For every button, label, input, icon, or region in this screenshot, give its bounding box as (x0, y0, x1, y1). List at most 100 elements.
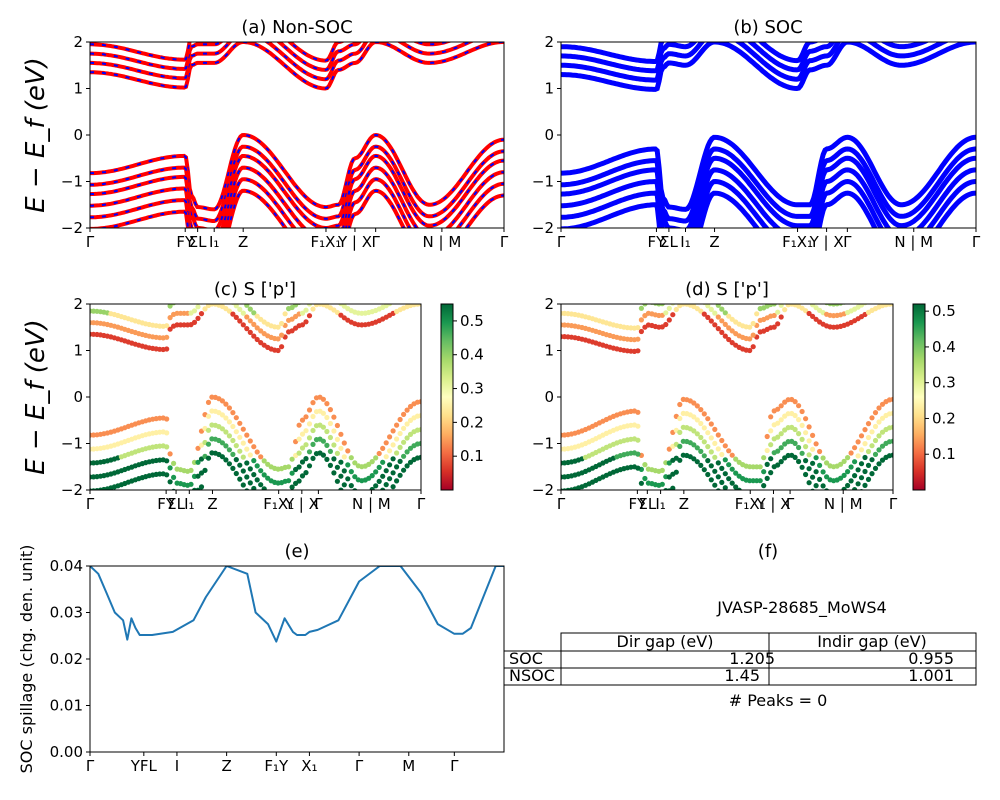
scatter-point (418, 454, 421, 460)
ytick-label: 0.04 (50, 557, 83, 575)
scatter-point (247, 329, 253, 335)
scatter-point (890, 278, 895, 283)
scatter-point (635, 325, 641, 331)
scatter-point (806, 452, 812, 458)
scatter-point (223, 457, 229, 463)
xtick-label: ΣL (660, 233, 678, 251)
scatter-point (733, 512, 738, 517)
scatter-point (167, 479, 173, 485)
scatter-point (761, 455, 767, 461)
ylabel-row2: E − E_f (eV) (21, 319, 51, 475)
scatter-point (775, 298, 780, 303)
scatter-point (754, 311, 760, 317)
panel-c-scatter (90, 279, 421, 530)
scatter-point (740, 518, 745, 523)
scatter-point (705, 444, 711, 450)
scatter-point (303, 414, 309, 420)
band-line-dash (90, 133, 504, 211)
scatter-point (726, 336, 732, 343)
scatter-point (251, 444, 257, 450)
panel-e-xticks: Γ YFL I Z F₁Y X₁ Γ M Γ (86, 752, 459, 775)
band-line (561, 134, 976, 212)
scatter-point (404, 463, 410, 469)
scatter-point (401, 453, 407, 459)
scatter-point (408, 291, 413, 296)
ytick-label: 0 (73, 388, 83, 406)
scatter-point (314, 291, 319, 296)
scatter-point (338, 289, 343, 294)
scatter-point (810, 432, 816, 438)
scatter-point (391, 288, 396, 293)
colorbar-tick-label: 0.5 (460, 312, 484, 330)
scatter-point (778, 417, 784, 423)
scatter-point (244, 460, 250, 466)
xtick-label: F₁X₁ (263, 495, 294, 513)
scatter-point (782, 284, 787, 289)
scatter-point (862, 454, 868, 461)
scatter-point (820, 455, 826, 461)
scatter-point (251, 485, 257, 490)
scatter-point (729, 316, 735, 322)
scatter-point (324, 280, 329, 285)
scatter-point (387, 290, 392, 295)
scatter-point (879, 415, 886, 421)
scatter-point (750, 320, 756, 327)
scatter-point (635, 409, 641, 415)
scatter-point (806, 466, 812, 472)
scatter-point (670, 289, 675, 294)
scatter-point (841, 458, 847, 464)
scatter-point (817, 448, 823, 455)
scatter-point (824, 460, 830, 466)
xtick-label: FY (648, 233, 667, 251)
scatter-point (373, 455, 379, 461)
scatter-point (820, 483, 826, 489)
scatter-point (405, 293, 410, 298)
xtick-label: Y | X (755, 495, 790, 513)
scatter-point (164, 416, 170, 422)
scatter-point (792, 426, 798, 433)
xtick-label: F₁X₁ (735, 495, 766, 513)
scatter-point (254, 336, 260, 343)
xtick-label: Γ (314, 495, 323, 513)
scatter-point (240, 468, 246, 474)
scatter-point (408, 280, 413, 285)
panel-c-yticks: 2 1 0 −1 −2 (61, 295, 90, 499)
scatter-point (331, 442, 337, 448)
scatter-point (649, 523, 654, 528)
ytick-label: 1 (73, 342, 83, 360)
xtick-label: Z (238, 233, 248, 251)
scatter-point (205, 399, 212, 405)
scatter-point (363, 519, 368, 524)
scatter-point (848, 464, 854, 470)
ytick-label: −2 (61, 481, 83, 499)
xtick-label: FY (157, 495, 176, 513)
scatter-point (715, 488, 721, 490)
scatter-point (331, 296, 336, 301)
scatter-point (345, 448, 351, 454)
scatter-point (334, 309, 340, 316)
scatter-point (341, 440, 347, 446)
panel-d-yticks: 2 1 0 −1 −2 (532, 295, 561, 499)
scatter-point (635, 465, 641, 471)
scatter-point (852, 459, 858, 465)
scatter-point (314, 279, 319, 284)
xtick-label: Γ (86, 495, 95, 513)
scatter-point (879, 443, 886, 449)
xtick-label: N | M (423, 233, 462, 251)
scatter-point (390, 470, 396, 476)
scatter-point (185, 525, 190, 530)
scatter-point (310, 413, 316, 420)
scatter-point (803, 416, 809, 422)
scatter-point (373, 296, 378, 301)
colorbar-tick-label: 0.1 (460, 447, 484, 465)
scatter-point (290, 512, 295, 517)
scatter-point (258, 482, 264, 488)
scatter-point (349, 296, 354, 301)
scatter-point (705, 471, 711, 478)
scatter-point (810, 488, 815, 490)
scatter-point (387, 434, 393, 440)
scatter-point (869, 415, 875, 421)
scatter-point (747, 336, 753, 342)
